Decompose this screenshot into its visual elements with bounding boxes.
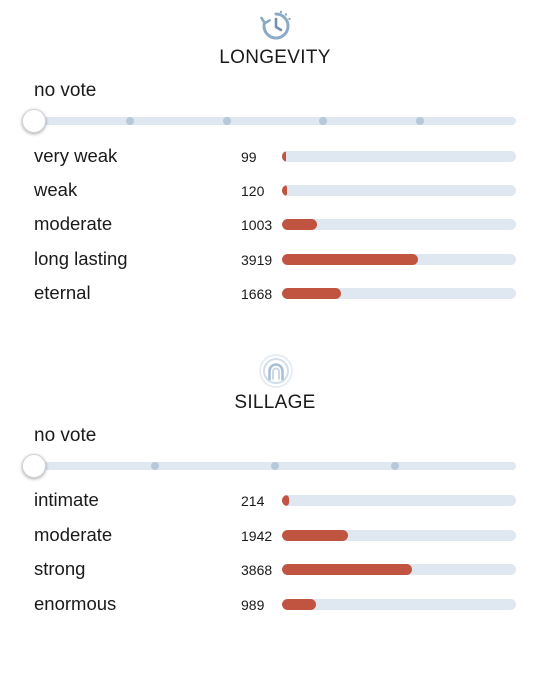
- longevity-slider-stop[interactable]: [223, 117, 231, 125]
- longevity-vote-label: no vote: [34, 80, 97, 101]
- sillage-slider-stop[interactable]: [151, 462, 159, 470]
- row-label: enormous: [34, 593, 117, 614]
- sillage-row-moderate: moderate 1942: [0, 522, 550, 552]
- row-label: very weak: [34, 145, 118, 166]
- row-label: strong: [34, 558, 86, 579]
- row-bar: [282, 185, 516, 196]
- sillage-title: SILLAGE: [234, 392, 316, 413]
- row-bar: [282, 564, 516, 575]
- row-bar: [282, 530, 516, 541]
- sillage-row-intimate: intimate 214: [0, 487, 550, 517]
- row-bar-fill: [282, 495, 290, 506]
- sillage-slider-thumb[interactable]: [22, 454, 46, 478]
- sillage-row-strong: strong 3868: [0, 556, 550, 586]
- row-bar: [282, 151, 516, 162]
- row-bar-fill: [282, 185, 287, 196]
- row-bar: [282, 254, 516, 265]
- row-count: 1668: [241, 286, 273, 302]
- row-bar-fill: [282, 530, 348, 541]
- longevity-slider-track[interactable]: [34, 117, 516, 125]
- row-label: eternal: [34, 282, 91, 303]
- longevity-row-weak: weak 120: [0, 177, 550, 207]
- longevity-row-eternal: eternal 1668: [0, 280, 550, 310]
- longevity-row-moderate: moderate 1003: [0, 211, 550, 241]
- row-bar: [282, 288, 516, 299]
- longevity-vote-slider[interactable]: [22, 109, 516, 133]
- longevity-slider-stop[interactable]: [126, 117, 134, 125]
- sillage-wave-icon: [259, 354, 293, 388]
- longevity-title: LONGEVITY: [219, 47, 331, 68]
- row-count: 1003: [241, 217, 273, 233]
- sillage-row-enormous: enormous 989: [0, 591, 550, 621]
- row-count: 99: [241, 149, 257, 165]
- row-bar-fill: [282, 599, 316, 610]
- row-count: 1942: [241, 528, 273, 544]
- row-count: 214: [241, 493, 265, 509]
- row-bar-fill: [282, 564, 412, 575]
- row-count: 120: [241, 183, 265, 199]
- row-count: 3919: [241, 252, 273, 268]
- row-bar: [282, 219, 516, 230]
- clock-history-icon: [260, 10, 291, 40]
- longevity-slider-stop[interactable]: [416, 117, 424, 125]
- sillage-vote-slider[interactable]: [22, 454, 516, 478]
- row-bar-fill: [282, 288, 341, 299]
- row-bar-fill: [282, 254, 418, 265]
- row-label: weak: [34, 179, 78, 200]
- row-label: moderate: [34, 524, 113, 545]
- row-bar-fill: [282, 151, 287, 162]
- row-count: 989: [241, 597, 265, 613]
- sillage-slider-stop[interactable]: [271, 462, 279, 470]
- row-label: long lasting: [34, 248, 128, 269]
- sillage-slider-stop[interactable]: [391, 462, 399, 470]
- row-label: moderate: [34, 213, 113, 234]
- row-bar: [282, 495, 516, 506]
- longevity-row-very-weak: very weak 99: [0, 143, 550, 173]
- row-bar: [282, 599, 516, 610]
- row-count: 3868: [241, 562, 273, 578]
- longevity-row-long-lasting: long lasting 3919: [0, 246, 550, 276]
- longevity-slider-thumb[interactable]: [22, 109, 46, 133]
- sillage-vote-label: no vote: [34, 425, 97, 446]
- longevity-slider-stop[interactable]: [319, 117, 327, 125]
- row-label: intimate: [34, 489, 99, 510]
- row-bar-fill: [282, 219, 318, 230]
